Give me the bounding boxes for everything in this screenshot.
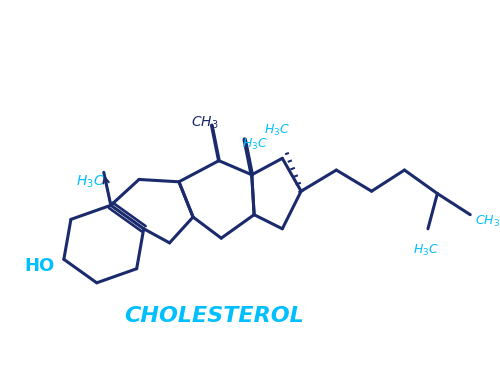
Text: CHOLESTEROL: CHOLESTEROL: [124, 306, 304, 326]
Text: $H_3C$: $H_3C$: [242, 137, 268, 152]
Text: $H_3C$: $H_3C$: [264, 123, 289, 138]
Text: $CH_3$: $CH_3$: [190, 115, 218, 131]
Text: $H_3C$: $H_3C$: [76, 173, 104, 190]
Text: HO: HO: [24, 257, 54, 275]
Text: $CH_3$: $CH_3$: [475, 214, 500, 229]
Text: $H_3C$: $H_3C$: [412, 243, 438, 258]
